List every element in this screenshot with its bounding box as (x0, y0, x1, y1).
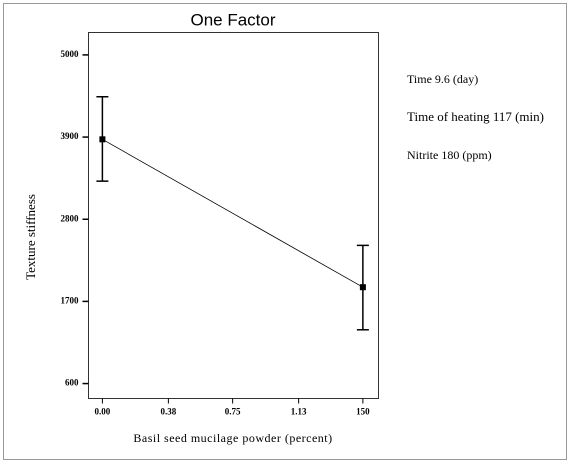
x-tick-label: 0.38 (161, 407, 177, 417)
y-tick-label: 1700 (61, 295, 80, 305)
line (102, 138, 364, 288)
point (359, 284, 366, 291)
x-tick-label: 1.13 (291, 407, 307, 417)
y-axis-label: Texture stiffness (23, 194, 38, 280)
y-tick-label: 5000 (61, 49, 80, 59)
y-tick-label: 600 (65, 378, 79, 388)
y-tick-label: 3900 (61, 131, 80, 141)
x-tick-label: 0.75 (225, 407, 241, 417)
y-tick-label: 2800 (61, 213, 80, 223)
chart-title: One Factor (190, 10, 275, 29)
point (99, 136, 106, 143)
outer-border (3, 3, 567, 460)
x-axis-label: Basil seed mucilage powder (percent) (133, 431, 332, 445)
annotation: Time of heating 117 (min) (407, 109, 544, 124)
annotation: Nitrite 180 (ppm) (407, 148, 492, 162)
x-tick-label: 0.00 (95, 407, 111, 417)
plot-frame (88, 32, 379, 399)
x-tick-label: 150 (356, 407, 370, 417)
annotation: Time 9.6 (day) (407, 72, 478, 86)
